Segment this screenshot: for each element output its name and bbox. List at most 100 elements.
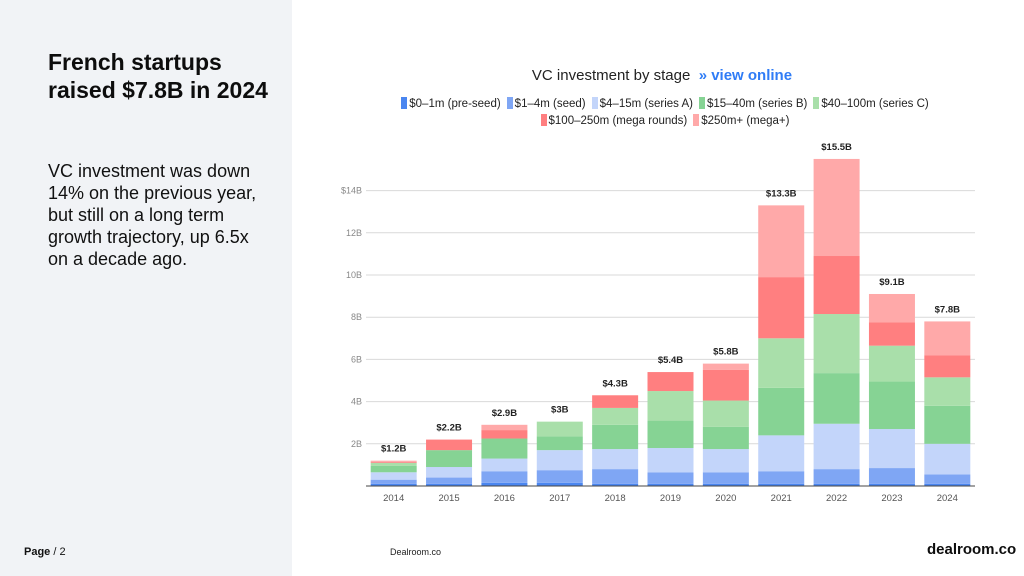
view-online-link[interactable]: view online [711,67,793,84]
bar-segment [924,377,971,406]
bar-segment [868,293,915,323]
chart-title-separator: » [698,67,708,84]
y-tick-label: 6B [351,354,362,364]
bar-total-label: $1.2B [381,444,406,455]
bar-segment [758,435,805,472]
bar-segment [758,338,805,388]
bar-segment [592,483,639,486]
legend-label: $250m+ (mega+) [701,115,790,127]
bar-segment [370,460,417,462]
bar-segment [370,461,417,463]
legend-item[interactable]: $15–40m (series B) [698,96,808,113]
legend-item[interactable]: $40–100m (series C) [813,96,929,113]
bar-segment [426,439,473,451]
bar-segment [924,321,971,356]
legend-label: $15–40m (series B) [706,98,808,110]
bar-segment [647,483,694,486]
bar-segment [702,483,749,486]
legend-item[interactable]: $1–4m (seed) [506,96,586,113]
legend-item[interactable]: $100–250m (mega rounds) [540,113,688,130]
legend-swatch [540,114,547,126]
bar-segment [758,483,805,486]
bar-segment [758,205,805,278]
bar-segment [868,322,915,346]
bar-segment [481,430,528,439]
legend-item[interactable]: $250m+ (mega+) [693,113,789,130]
bar-segment [702,426,749,450]
bar-segment [370,479,417,484]
source-text: Dealroom.co [390,547,442,557]
legend-label: $4–15m (series A) [599,98,693,110]
legend-swatch [698,97,705,109]
bar-segment [868,483,915,486]
chart-title: VC investment by stage » view online [300,67,1024,84]
headline: French startups raised $7.8B in 2024 [48,49,268,103]
bar-segment [426,467,473,478]
legend-label: $100–250m (mega rounds) [548,115,688,127]
bar-segment [868,429,915,469]
bar-segment [813,483,860,486]
legend-swatch [506,97,513,109]
bar-segment [702,369,749,401]
legend-label: $40–100m (series C) [821,98,929,110]
bar-total-label: $3B [551,405,569,416]
bar-segment [813,256,860,315]
page-indicator: Page / 2 [24,546,66,558]
bar-segment [536,421,583,437]
bar-segment [370,465,417,473]
page-number: / 2 [53,546,66,558]
y-tick-label: 4B [351,397,362,407]
y-tick-label: 2B [351,439,362,449]
x-tick-label: 2024 [937,493,958,504]
bar-segment [813,373,860,424]
bar-segment [702,363,749,370]
bar-segment [370,483,417,486]
bar-segment [481,471,528,483]
bar-segment [758,387,805,436]
y-tick-label: 12B [346,228,362,238]
bar-segment [924,405,971,444]
bar-segment [592,407,639,425]
bar-segment [647,372,694,392]
left-panel [0,0,292,576]
chart-title-text: VC investment by stage [531,67,691,84]
bar-segment [592,424,639,450]
bar-segment [868,468,915,484]
bar-segment [426,483,473,486]
chart-legend: $0–1m (pre-seed) $1–4m (seed) $4–15m (seri… [335,96,995,130]
bar-segment [536,436,583,451]
dealroom-logo: dealroom.co [927,541,1017,558]
bar-segment [647,448,694,473]
x-tick-label: 2022 [826,493,847,504]
bar-total-label: $13.3B [766,188,797,199]
bar-segment [813,158,860,257]
legend-label: $1–4m (seed) [514,98,586,110]
x-tick-label: 2014 [383,493,404,504]
bar-total-label: $15.5B [821,142,852,153]
bar-segment [758,277,805,339]
bar-segment [481,438,528,459]
bar-segment [813,469,860,484]
bar-total-label: $2.9B [492,408,517,419]
bar-segment [536,482,583,486]
x-tick-label: 2016 [494,493,515,504]
bar-total-label: $4.3B [602,378,627,389]
x-tick-label: 2019 [660,493,681,504]
legend-item[interactable]: $0–1m (pre-seed) [401,96,501,113]
legend-label: $0–1m (pre-seed) [409,98,501,110]
bar-segment [702,472,749,484]
bar-segment [592,395,639,408]
bar-segment [426,450,473,468]
legend-item[interactable]: $4–15m (series A) [591,96,693,113]
bar-segment [592,469,639,484]
legend-swatch [591,97,598,109]
bar-segment [370,472,417,480]
bar-total-label: $9.1B [879,277,904,288]
bar-segment [924,474,971,484]
bar-segment [592,449,639,470]
bar-segment [702,400,749,427]
x-tick-label: 2021 [771,493,792,504]
y-tick-label: $14B [341,186,362,196]
x-tick-label: 2023 [881,493,902,504]
bar-segment [536,450,583,471]
